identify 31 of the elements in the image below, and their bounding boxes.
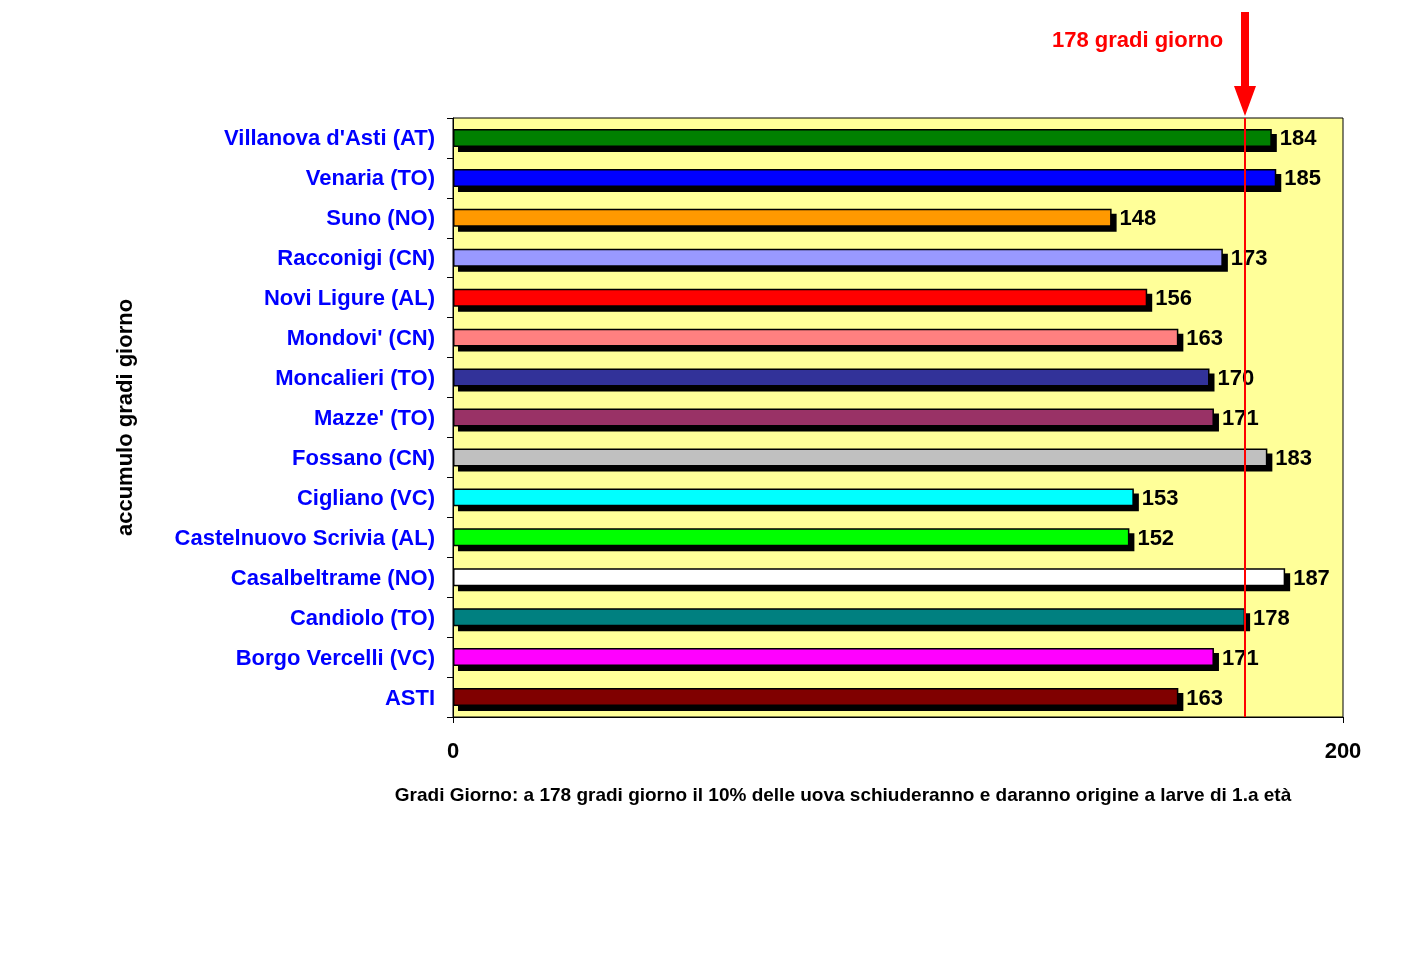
data-label: 156 bbox=[1155, 285, 1192, 311]
y-tick-label: Suno (NO) bbox=[326, 205, 435, 231]
data-label: 163 bbox=[1186, 684, 1224, 710]
data-label: 152 bbox=[1137, 524, 1175, 550]
y-tick-label: Cigliano (VC) bbox=[296, 484, 435, 510]
y-tick-label: Fossano (CN) bbox=[292, 444, 435, 470]
y-axis-title: accumulo gradi giorno bbox=[111, 298, 137, 537]
y-tick-label: Venaria (TO) bbox=[305, 165, 435, 191]
data-label: 148 bbox=[1119, 205, 1157, 231]
y-tick-label: Novi Ligure (AL) bbox=[263, 285, 435, 311]
y-tick-label: ASTI bbox=[384, 684, 435, 710]
x-tick-label: 0 bbox=[446, 737, 460, 763]
y-tick-label: Villanova d'Asti (AT) bbox=[224, 125, 435, 151]
ref-line-label: 178 gradi giorno bbox=[1051, 26, 1224, 52]
data-label: 185 bbox=[1284, 165, 1321, 191]
data-label: 153 bbox=[1141, 484, 1179, 510]
y-tick-label: Moncalieri (TO) bbox=[275, 365, 435, 391]
y-tick-label: Casalbeltrame (NO) bbox=[230, 564, 435, 590]
data-label: 187 bbox=[1293, 564, 1330, 590]
data-label: 184 bbox=[1279, 125, 1318, 151]
y-tick-label: Castelnuovo Scrivia (AL) bbox=[174, 524, 435, 550]
data-label: 178 bbox=[1253, 604, 1290, 630]
data-label: 183 bbox=[1275, 444, 1313, 470]
y-tick-label: Candiolo (TO) bbox=[289, 604, 435, 630]
x-tick-label: 200 bbox=[1324, 737, 1362, 763]
data-label: 163 bbox=[1186, 325, 1224, 351]
y-tick-label: Mazze' (TO) bbox=[314, 405, 435, 430]
y-tick-label: Racconigi (CN) bbox=[277, 245, 435, 271]
x-axis-title: Gradi Giorno: a 178 gradi giorno il 10% delle uova schiuderanno e daranno origine a larve di 1.a età bbox=[394, 784, 1292, 805]
y-tick-label: Borgo Vercelli (VC) bbox=[235, 644, 435, 670]
y-tick-label: Mondovi' (CN) bbox=[286, 325, 435, 351]
